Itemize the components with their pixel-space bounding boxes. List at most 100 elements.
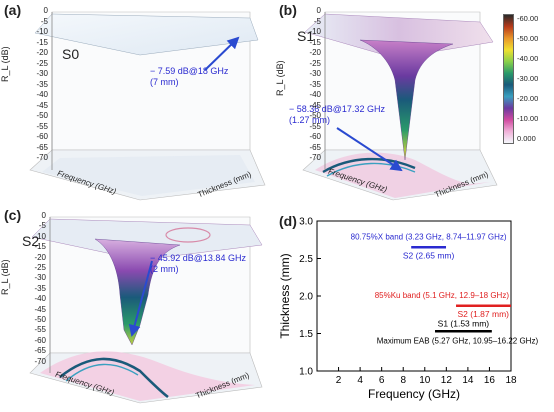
z-tick-label: -25 — [309, 58, 321, 68]
panel-a-surface — [29, 11, 266, 201]
colorbar-tick-label: -10.00 — [517, 114, 539, 123]
y-axis-label: Thickness (mm) — [278, 253, 292, 338]
z-tick-label: -5 — [313, 16, 321, 26]
z-tick-label: -20 — [36, 48, 48, 57]
z-tick-label: -45 — [36, 100, 48, 110]
z-tick-label: -30 — [309, 69, 321, 78]
band-tag: S1 (1.53 mm) — [438, 318, 490, 328]
z-tick-label: -5 — [40, 16, 48, 26]
floor-projection — [42, 155, 255, 196]
z-tick-label: -40 — [34, 294, 46, 304]
z-tick-label: -55 — [34, 325, 46, 335]
annotation: − 58.36 dB@17.32 GHz (1.27 mm) — [289, 104, 385, 126]
panel-label: (b) — [279, 2, 297, 18]
x-tick-label: 18 — [505, 375, 517, 386]
z-tick-label: 0 — [41, 211, 46, 220]
x-tick-label: 14 — [462, 375, 474, 386]
colorbar-tick-label: -20.00 — [517, 94, 539, 103]
z-tick-label: -55 — [36, 121, 48, 131]
annotation-line-1: − 45.92 dB@13.84 GHz — [150, 253, 246, 263]
z-tick-label: -15 — [36, 37, 48, 47]
z-tick-label: -35 — [34, 283, 46, 293]
z-tick-label: -50 — [309, 111, 321, 120]
z-axis-label: R_L (dB) — [0, 259, 10, 295]
annotation-line-2: (1.27 mm) — [289, 115, 331, 125]
z-tick-label: 0 — [316, 6, 321, 15]
panel-label: (d) — [279, 213, 297, 229]
annotation: − 7.59 dB@18 GHz (7 mm) — [150, 66, 228, 88]
colorbar-tick-label: -40.00 — [517, 54, 539, 63]
band-tag: S2 (2.65 mm) — [403, 250, 455, 260]
z-tick-label: -65 — [309, 142, 321, 152]
y-tick-label: 1.5 — [299, 329, 313, 340]
z-tick-label: -15 — [34, 242, 46, 252]
colorbar-tick-label: -60.00 — [517, 14, 539, 23]
x-tick-label: 2 — [336, 375, 342, 386]
panel-c-surface — [29, 216, 263, 404]
z-tick-label: -30 — [36, 69, 48, 78]
surface-top — [34, 13, 259, 56]
z-tick-label: -65 — [34, 346, 46, 356]
colorbar-ticks: -60.00 -50.00 -40.00 -30.00 -20.00 -10.00 0.00… — [517, 14, 553, 143]
band-tag: S2 (1.87 mm) — [458, 309, 510, 319]
y-tick-label: 1.0 — [299, 367, 313, 378]
z-tick-label: -20 — [34, 252, 46, 262]
annotation-line-1: − 58.36 dB@17.32 GHz — [289, 104, 385, 114]
z-tick-label: -45 — [34, 304, 46, 314]
annotation-arrow — [128, 260, 153, 337]
z-tick-label: -30 — [34, 273, 46, 283]
z-axis-label: R_L (dB) — [0, 46, 10, 82]
x-tick-label: 10 — [419, 375, 431, 386]
z-tick-label: -50 — [36, 111, 48, 120]
colorbar: -60.00 -50.00 -40.00 -30.00 -20.00 -10.00 0.00… — [503, 14, 553, 144]
z-tick-label: -60 — [34, 335, 46, 345]
x-tick-label: 8 — [400, 375, 406, 386]
band-label: 85%Ku band (5.1 GHz, 12.9–18 GHz) — [375, 291, 510, 300]
panel-c: (c) S2 − 45.92 dB@13.84 GHz (2 mm) 0 -5 -1… — [0, 205, 275, 407]
z-tick-label: -25 — [36, 58, 48, 68]
z-tick-label: -45 — [309, 100, 321, 110]
x-tick-label: 6 — [379, 375, 385, 386]
annotation-arrow — [336, 127, 403, 172]
panel-d: (d) 2 4 6 8 10 12 14 16 18 1.0 1.5 2.0 2.5 3.0 Frequen… — [275, 205, 554, 407]
z-tick-label: -10 — [36, 27, 48, 36]
z-tick-label: -25 — [34, 263, 46, 272]
eab-chart: 2 4 6 8 10 12 14 16 18 1.0 1.5 2.0 2.5 3.0 Frequency (… — [278, 217, 539, 402]
z-tick-label: -65 — [36, 142, 48, 152]
y-tick-label: 2.5 — [299, 254, 313, 265]
annotation-line-1: − 7.59 dB@18 GHz — [150, 66, 229, 76]
z-tick-label: -60 — [309, 132, 321, 141]
z-tick-label: -40 — [36, 90, 48, 99]
x-tick-label: 4 — [357, 375, 363, 386]
y-tick-label: 3.0 — [299, 217, 313, 228]
z-tick-label: -35 — [309, 79, 321, 89]
z-tick-label: -40 — [309, 90, 321, 99]
sample-label: S2 — [22, 233, 40, 249]
z-tick-label: -70 — [34, 356, 46, 366]
panel-label: (c) — [4, 207, 22, 223]
y-tick-label: 2.0 — [299, 292, 313, 303]
z-axis-label: R_L (dB) — [275, 60, 285, 96]
z-tick-label: -10 — [309, 27, 321, 36]
z-tick-label: -70 — [309, 153, 321, 162]
z-tick-label: -5 — [38, 221, 46, 231]
colorbar-gradient — [503, 14, 514, 144]
x-axis-label: Frequency (GHz) — [368, 387, 460, 401]
x-tick-label: 12 — [441, 375, 453, 386]
z-tick-label: -20 — [309, 48, 321, 57]
panel-b: (b) S1 − 58.36 dB@17.32 GHz (1.27 mm) 0-… — [275, 0, 554, 205]
annotation-line-2: (7 mm) — [150, 77, 179, 87]
z-tick-label: -70 — [36, 153, 48, 162]
annotation: − 45.92 dB@13.84 GHz (2 mm) — [150, 253, 246, 275]
annotation-arrow — [204, 36, 240, 71]
z-tick-label: -60 — [36, 132, 48, 141]
colorbar-tick-label: -50.00 — [517, 34, 539, 43]
band-label: Maximum EAB (5.27 GHz, 10.95–16.22 GHz) — [377, 336, 539, 345]
z-tick-label: 0 — [43, 6, 48, 15]
panel-a: (a) S0 − 7.59 dB@18 GHz (7 mm) 0 -5 -10 -15… — [0, 0, 275, 205]
band-label: 80.75%X band (3.23 GHz, 8.74–11.97 GHz) — [351, 232, 507, 241]
panel-label: (a) — [4, 2, 22, 18]
z-tick-label: -35 — [36, 79, 48, 89]
z-tick-label: -50 — [34, 315, 46, 324]
sample-label: S1 — [297, 28, 315, 44]
